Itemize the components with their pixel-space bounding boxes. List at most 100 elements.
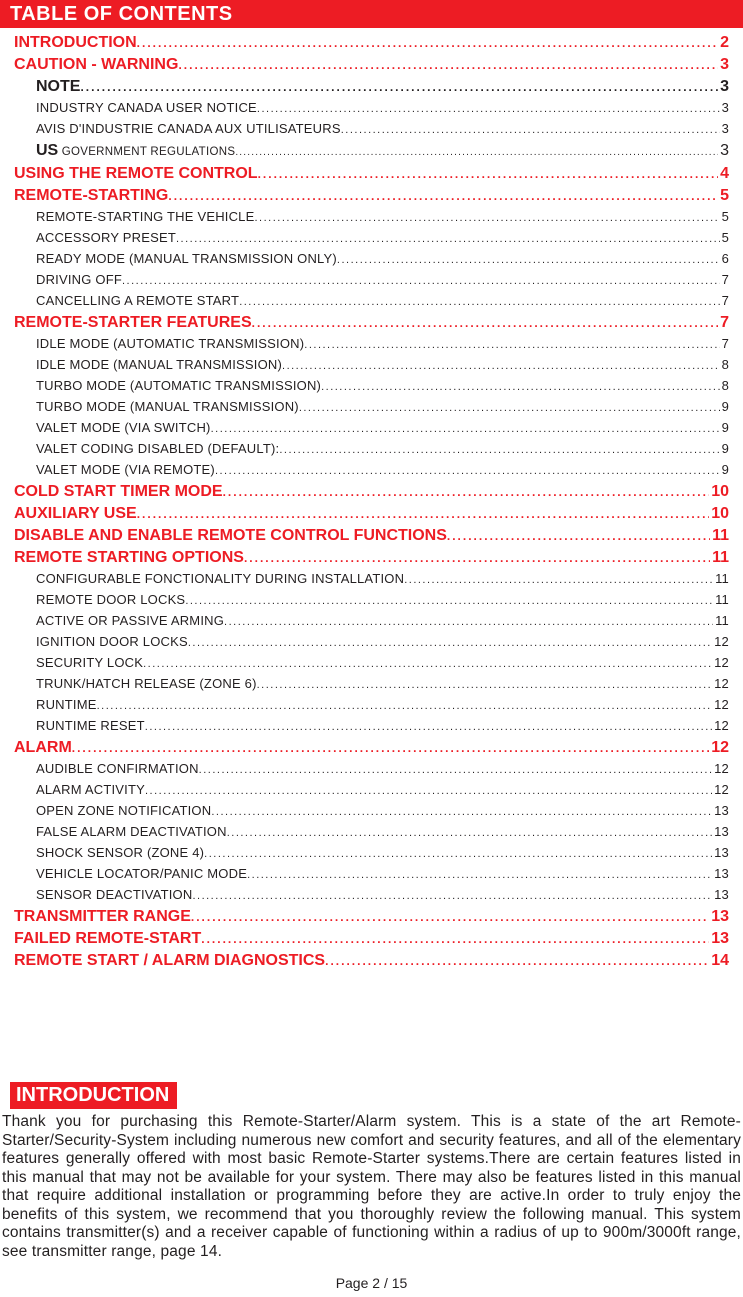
toc-leader-dots [145, 782, 712, 801]
toc-leader-dots [137, 504, 710, 525]
toc-entry-page: 12 [712, 695, 729, 714]
toc-entry: REMOTE STARTING OPTIONS11 [14, 547, 729, 569]
toc-entry-label: REMOTE DOOR LOCKS [36, 590, 185, 609]
toc-entry-label: CONFIGURABLE FONCTIONALITY DURING INSTAL… [36, 569, 404, 588]
toc-entry-page: 13 [712, 843, 729, 862]
introduction-title: INTRODUCTION [16, 1084, 169, 1106]
toc-leader-dots [176, 230, 720, 249]
toc-entry-page: 7 [720, 291, 729, 310]
toc-entry: REMOTE START / ALARM DIAGNOSTICS 14 [14, 950, 729, 972]
toc-leader-dots [282, 357, 720, 376]
toc-entry-page: 7 [720, 270, 729, 289]
toc-entry-page: 3 [720, 98, 729, 117]
toc-entry-label: TRANSMITTER RANGE [14, 906, 191, 927]
introduction-section: INTRODUCTION Thank you for purchasing th… [0, 1082, 743, 1261]
toc-entry-label: REMOTE START / ALARM DIAGNOSTICS [14, 950, 325, 971]
toc-entry: AVIS D'INDUSTRIE CANADA AUX UTILISATEURS… [14, 119, 729, 140]
toc-entry: DRIVING OFF7 [14, 270, 729, 291]
toc-entry-page: 3 [718, 140, 729, 161]
toc-entry-label: TURBO MODE (AUTOMATIC TRANSMISSION) [36, 376, 321, 395]
toc-entry-page: 13 [712, 801, 729, 820]
toc-entry-label: REMOTE-STARTER FEATURES [14, 312, 252, 333]
toc-entry-label: USING THE REMOTE CONTROL [14, 163, 258, 184]
toc-leader-dots [299, 399, 720, 418]
toc-entry-page: 13 [712, 885, 729, 904]
toc-entry-page: 9 [720, 418, 729, 437]
toc-entry-label: CANCELLING A REMOTE START [36, 291, 239, 310]
toc-entry-page: 7 [720, 334, 729, 353]
toc-entry: RUNTIME RESET12 [14, 716, 729, 737]
toc-leader-dots [145, 718, 712, 737]
toc-entry-page: 5 [720, 228, 729, 247]
toc-entry-label: TRUNK/HATCH RELEASE (ZONE 6) [36, 674, 257, 693]
toc-entry-page: 3 [718, 54, 729, 75]
toc-entry-label: SENSOR DEACTIVATION [36, 885, 192, 904]
toc-entry: VEHICLE LOCATOR/PANIC MODE13 [14, 864, 729, 885]
introduction-header: INTRODUCTION [10, 1082, 177, 1109]
toc-entry-page: 4 [718, 163, 729, 184]
toc-entry-label: VEHICLE LOCATOR/PANIC MODE [36, 864, 247, 883]
toc-entry: FALSE ALARM DEACTIVATION13 [14, 822, 729, 843]
toc-header: TABLE OF CONTENTS [0, 0, 743, 28]
toc-entry-label: VALET MODE (VIA SWITCH) [36, 418, 211, 437]
toc-entry: FAILED REMOTE-START 13 [14, 928, 729, 950]
toc-entry-label: NOTE [36, 76, 80, 97]
toc-entry-page: 13 [709, 928, 729, 949]
toc-leader-dots [255, 209, 720, 228]
toc-entry: DISABLE AND ENABLE REMOTE CONTROL FUNCTI… [14, 525, 729, 547]
toc-entry-page: 12 [712, 674, 729, 693]
toc-entry-prefix: US [36, 142, 58, 159]
toc-entry-page: 11 [710, 525, 729, 546]
toc-entry: SHOCK SENSOR (ZONE 4)13 [14, 843, 729, 864]
toc-entry: US GOVERNMENT REGULATIONS 3 [14, 140, 729, 163]
toc-entry-page: 11 [713, 590, 729, 609]
toc-leader-dots [168, 186, 718, 207]
toc-entry-label: CAUTION - WARNING [14, 54, 178, 75]
toc-entry-label: REMOTE-STARTING THE VEHICLE [36, 207, 255, 226]
toc-entry: TURBO MODE (AUTOMATIC TRANSMISSION)8 [14, 376, 729, 397]
toc-leader-dots [304, 336, 719, 355]
toc-entry: VALET MODE (VIA REMOTE)9 [14, 460, 729, 481]
toc-entry: IDLE MODE (MANUAL TRANSMISSION) 8 [14, 355, 729, 376]
toc-entry: SECURITY LOCK12 [14, 653, 729, 674]
toc-entry: REMOTE DOOR LOCKS 11 [14, 590, 729, 611]
toc-entry: REMOTE-STARTER FEATURES 7 [14, 312, 729, 334]
toc-entry-page: 14 [709, 950, 729, 971]
toc-leader-dots [235, 142, 718, 163]
toc-header-title: TABLE OF CONTENTS [10, 3, 233, 25]
toc-entry: NOTE3 [14, 76, 729, 98]
toc-entry-page: 12 [712, 780, 729, 799]
toc-leader-dots [258, 164, 719, 185]
toc-leader-dots [185, 592, 713, 611]
toc-leader-dots [143, 655, 712, 674]
toc-entry-label: OPEN ZONE NOTIFICATION [36, 801, 211, 820]
toc-leader-dots [447, 526, 710, 547]
toc-entry-page: 13 [709, 906, 729, 927]
toc-leader-dots [247, 866, 712, 885]
toc-leader-dots [191, 907, 709, 928]
toc-entry-label: IGNITION DOOR LOCKS [36, 632, 188, 651]
toc-leader-dots [252, 313, 718, 334]
toc-entry: RUNTIME12 [14, 695, 729, 716]
toc-entry: INTRODUCTION2 [14, 32, 729, 54]
toc-leader-dots [97, 697, 713, 716]
toc-entry-label: IDLE MODE (MANUAL TRANSMISSION) [36, 355, 282, 374]
toc-entry-page: 8 [720, 355, 729, 374]
introduction-body: Thank you for purchasing this Remote-Sta… [0, 1109, 743, 1261]
toc-leader-dots [227, 824, 712, 843]
toc-entry: AUXILIARY USE10 [14, 503, 729, 525]
toc-leader-dots [211, 803, 712, 822]
toc-entry: COLD START TIMER MODE10 [14, 481, 729, 503]
toc-entry-page: 11 [713, 611, 729, 630]
toc-entry: VALET MODE (VIA SWITCH) 9 [14, 418, 729, 439]
toc-entry-page: 3 [720, 119, 729, 138]
toc-entry-label: FAILED REMOTE-START [14, 928, 201, 949]
toc-entry: CANCELLING A REMOTE START 7 [14, 291, 729, 312]
toc-entry-label: IDLE MODE (AUTOMATIC TRANSMISSION) [36, 334, 304, 353]
toc-entry-label: AUXILIARY USE [14, 503, 137, 524]
toc-entry-page: 5 [718, 185, 729, 206]
toc-leader-dots [122, 272, 720, 291]
toc-entry-label: US GOVERNMENT REGULATIONS [36, 140, 235, 163]
toc-entry-page: 7 [718, 312, 729, 333]
toc-entry-page: 12 [712, 759, 729, 778]
